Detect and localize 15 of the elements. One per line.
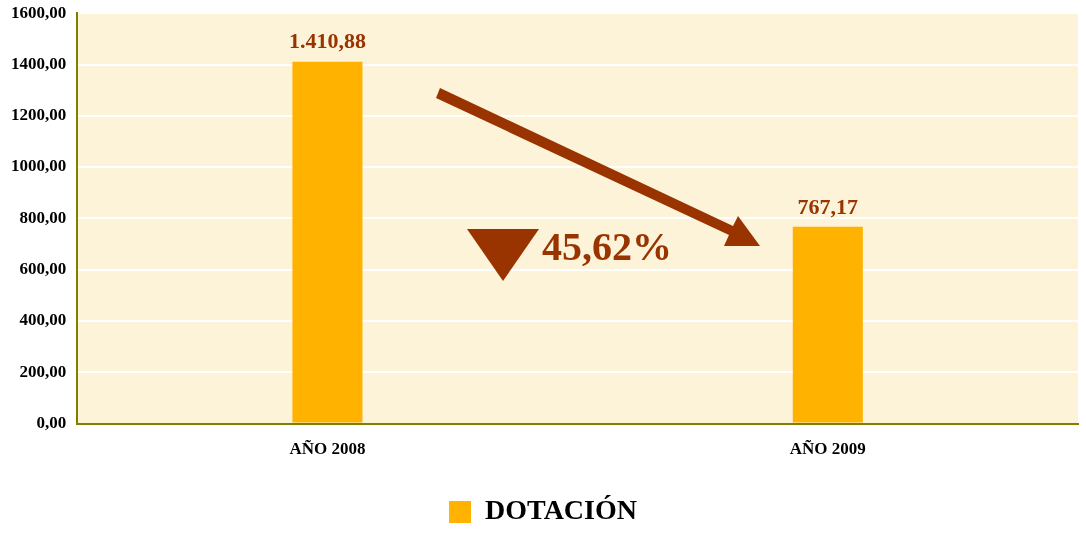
x-tick-label: AÑO 2009 xyxy=(789,439,866,459)
x-tick-label: AÑO 2008 xyxy=(289,439,366,459)
legend-label: DOTACIÓN xyxy=(485,494,637,526)
y-tick-label: 1200,00 xyxy=(11,105,67,125)
y-tick-label: 1400,00 xyxy=(11,53,67,73)
data-label: 1.410,88 xyxy=(288,28,366,54)
y-tick-label: 200,00 xyxy=(19,361,67,381)
y-tick-label: 1600,00 xyxy=(11,2,67,22)
y-tick-label: 600,00 xyxy=(19,259,67,279)
y-tick-label: 800,00 xyxy=(19,207,67,227)
annotation: 45,62% xyxy=(542,224,672,270)
y-tick-label: 0,00 xyxy=(36,412,67,432)
y-tick-label: 1000,00 xyxy=(11,156,67,176)
data-label: 767,17 xyxy=(797,193,859,219)
y-tick-label: 400,00 xyxy=(19,310,67,330)
